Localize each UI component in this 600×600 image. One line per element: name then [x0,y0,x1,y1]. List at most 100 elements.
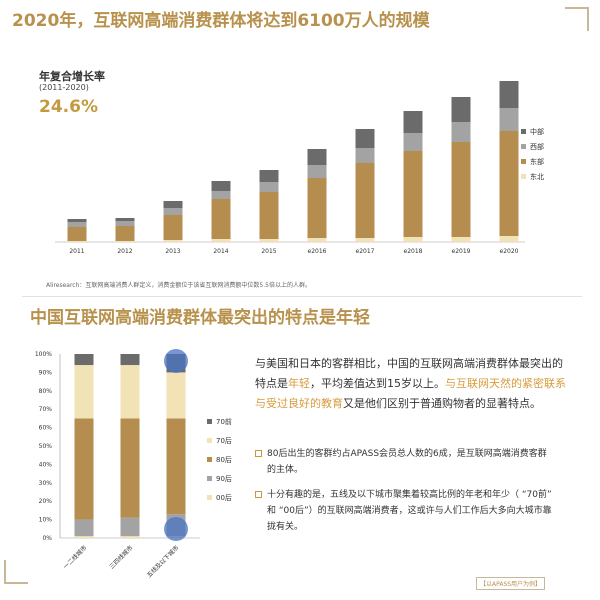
bar-segment-80 [166,418,186,515]
bar-segment-2015 [259,170,279,182]
legend-swatch [521,159,526,164]
x-tick-label: 2014 [213,248,228,255]
legend-swatch [207,438,212,443]
legend-swatch [521,144,526,149]
bar-segment-2014 [211,191,231,199]
bar-segment-e2016 [307,178,327,238]
bullet-text: 十分有趣的是，五线及以下城市聚集着较高比例的年老和年少（ “70前” 和 “00… [267,490,552,532]
x-tick-label: 2011 [69,248,84,255]
bar-segment-e2016 [307,165,327,178]
bar-segment-e2019 [451,97,471,122]
bar-segment-e2018 [403,237,423,242]
highlight-circle [164,349,188,373]
legend-label: 90后 [216,474,232,483]
bar-segment-2015 [259,239,279,242]
legend-label: 东北 [530,172,544,181]
legend-label: 70后 [216,436,232,445]
bar-segment-80 [120,418,140,518]
bar-segment-e2019 [451,237,471,242]
y-tick-label: 10% [39,517,53,524]
legend-label: 70前 [216,417,232,426]
legend-swatch [207,419,212,424]
x-tick-label: e2020 [500,248,519,255]
bar-segment-e2019 [451,122,471,142]
bar-segment-70 [166,372,186,419]
bar-segment-70 [120,365,140,419]
cagr-label: 年复合增长率 [39,70,105,83]
page-title: 2020年，互联网高端消费群体将达到6100万人的规模 [12,11,430,31]
bar-segment-2012 [115,241,135,242]
bar-segment-2011 [67,241,87,242]
bar-segment-70 [120,354,140,366]
y-tick-label: 60% [39,425,53,432]
legend-swatch [521,129,526,134]
y-tick-label: 30% [39,480,53,487]
x-tick-label: 三四线城市 [108,544,135,571]
bar-segment-2014 [211,199,231,239]
bullet-item: 80后出生的客群约占APASS会员总人数的6成，是互联网高端消费客群的主体。 [255,446,555,478]
bar-segment-e2017 [355,238,375,242]
bar-segment-2012 [115,218,135,221]
section-divider [22,296,582,297]
y-tick-label: 90% [39,369,53,376]
bar-segment-e2020 [499,81,519,108]
y-tick-label: 0% [42,535,52,542]
bar-segment-90 [120,517,140,537]
bar-segment-e2018 [403,133,423,151]
legend-label: 00后 [216,493,232,502]
x-tick-label: 2015 [261,248,276,255]
intro-highlight-education: 与互联网天然的紧密联系与受过良好的教育 [255,377,566,410]
bar-segment-e2017 [355,163,375,238]
bar-segment-e2016 [307,238,327,242]
bar-segment-90 [74,519,94,537]
bar-segment-2011 [67,219,87,222]
y-tick-label: 100% [35,351,52,358]
intro-paragraph: 与美国和日本的客群相比，中国的互联网高端消费群体最突出的特点是年轻，平均差值达到… [255,354,567,414]
bar-segment-2011 [67,222,87,227]
bullet-item: 十分有趣的是，五线及以下城市聚集着较高比例的年老和年少（ “70前” 和 “00… [255,487,555,535]
bar-segment-e2018 [403,151,423,237]
bullet-square-icon [255,491,262,498]
bar-segment-e2019 [451,142,471,237]
bar-segment-00 [74,536,94,538]
x-tick-label: 一二线城市 [62,544,89,571]
bar-segment-80 [74,418,94,520]
bar-segment-2012 [115,221,135,226]
cagr-period: (2011-2020) [39,83,89,92]
bar-segment-00 [120,536,140,538]
intro-text-a: 与美国和日本的客群相比，中国的互联网高端消费群体最突出的特点是 [255,357,563,390]
bar-segment-2013 [163,215,183,240]
bar-segment-2012 [115,226,135,241]
y-tick-label: 80% [39,388,53,395]
legend-label: 中部 [530,127,544,136]
highlight-circle [164,517,188,541]
bar-segment-2014 [211,239,231,242]
bar-segment-2011 [67,227,87,241]
x-tick-label: e2017 [356,248,375,255]
section-title: 中国互联网高端消费群体最突出的特点是年轻 [30,308,370,328]
x-tick-label: e2018 [404,248,423,255]
y-tick-label: 50% [39,443,53,450]
bar-segment-e2018 [403,111,423,133]
legend-swatch [207,476,212,481]
x-tick-label: e2019 [452,248,471,255]
footnote: 【以APASS用户为例】 [476,577,546,590]
bar-segment-2013 [163,201,183,208]
legend-swatch [207,457,212,462]
intro-text-c: 又是他们区别于普通购物者的显著特点。 [343,397,541,410]
bar-segment-e2020 [499,108,519,131]
y-tick-label: 70% [39,406,53,413]
legend-label: 西部 [530,142,544,151]
x-tick-label: 五线及以下城市 [145,544,180,579]
bar-segment-e2016 [307,149,327,165]
bar-segment-2013 [163,208,183,215]
growth-bar-chart: 2011 2012 2013 2014 2015 e2016 e2017 e2018 e2019… [55,81,544,255]
cagr-value: 24.6% [39,97,98,117]
legend-swatch [521,174,526,179]
corner-frame-bottom-left [4,560,28,584]
legend-label: 东部 [530,157,544,166]
bullet-text: 80后出生的客群约占APASS会员总人数的6成，是互联网高端消费客群的主体。 [267,449,547,475]
age-distribution-chart: 0% 10% 20% 30% 40% 50% 60% 70% 80% 90% 100% 一二线城市 三四… [35,349,232,579]
bar-segment-e2017 [355,148,375,163]
